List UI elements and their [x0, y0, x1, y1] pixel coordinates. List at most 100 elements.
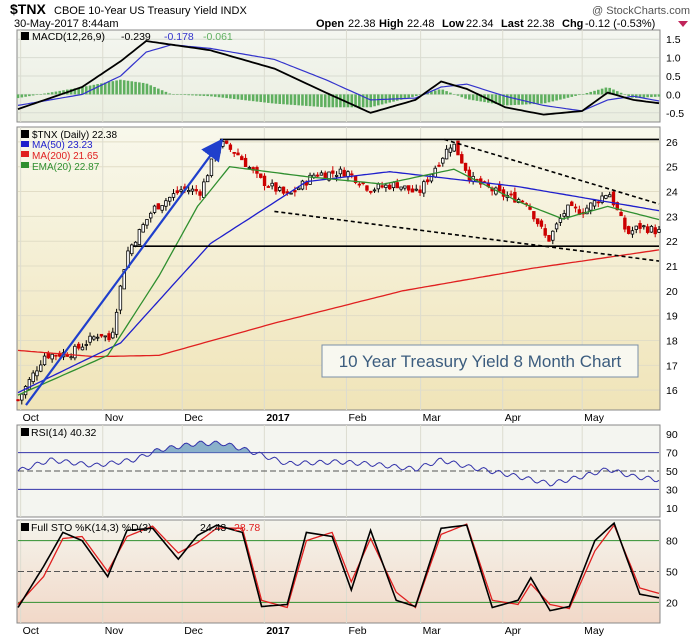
- price-candle: [133, 241, 138, 247]
- macd-hist-bar: [646, 94, 649, 98]
- rsi-ytick: 50: [666, 466, 678, 478]
- price-candle: [31, 372, 35, 383]
- price-candle: [444, 148, 449, 160]
- price-candle: [429, 173, 434, 182]
- price-candle: [16, 399, 20, 402]
- price-ytick: 26: [666, 137, 678, 149]
- macd-hist-bar: [259, 94, 263, 103]
- x-axis-month-label: May: [584, 625, 605, 637]
- price-candle: [114, 311, 119, 335]
- macd-hist-bar: [58, 90, 62, 95]
- quote-bar: Open 22.38 High 22.48 Low 22.34 Last 22.…: [316, 18, 688, 30]
- macd-hist-bar: [301, 94, 304, 106]
- macd-hist-bar: [460, 94, 464, 98]
- macd-hist-bar: [566, 94, 570, 98]
- price-label: $TNX (Daily) 22.38: [32, 130, 117, 141]
- macd-hist-bar: [134, 81, 137, 95]
- macd-hist-bar: [449, 92, 452, 95]
- price-candle: [532, 211, 536, 220]
- macd-ytick: 1.5: [666, 34, 681, 46]
- macd-hist-bar: [198, 94, 202, 96]
- price-candle: [228, 144, 233, 150]
- macd-hist-bar: [92, 84, 96, 95]
- macd-hist-bar: [521, 94, 524, 105]
- price-ytick: 22: [666, 236, 678, 248]
- macd-hist-bar: [31, 94, 35, 96]
- annotation-text: 10 Year Treasury Yield 8 Month Chart: [339, 352, 622, 371]
- macd-hist-bar: [335, 94, 338, 108]
- price-candle: [547, 234, 551, 242]
- price-candle: [649, 225, 654, 233]
- macd-hist-bar: [528, 94, 532, 105]
- macd-value: -0.239: [121, 31, 151, 43]
- macd-hist-bar: [570, 94, 574, 97]
- rsi-legend: RSI(14) 40.32: [21, 427, 97, 439]
- macd-hist-bar: [24, 94, 27, 97]
- macd-hist-value: -0.061: [203, 31, 233, 43]
- price-candle: [73, 345, 77, 359]
- macd-hist-bar: [456, 94, 460, 96]
- price-candle: [562, 213, 566, 217]
- price-candle: [99, 333, 104, 337]
- sto-k-value: 24.43: [200, 522, 226, 534]
- price-candle: [657, 228, 661, 233]
- macd-hist-bar: [627, 94, 630, 97]
- macd-hist-bar: [581, 94, 585, 95]
- price-candle: [95, 336, 100, 339]
- macd-hist-bar: [168, 93, 172, 95]
- price-candle: [596, 201, 601, 204]
- macd-hist-bar: [172, 94, 175, 95]
- price-candle: [130, 244, 134, 255]
- macd-hist-bar: [411, 94, 414, 97]
- price-candle: [604, 195, 608, 199]
- macd-hist-bar: [418, 94, 422, 95]
- price-candle: [425, 179, 430, 183]
- watermark: @ StockCharts.com: [592, 5, 690, 17]
- sto-ytick: 20: [666, 597, 678, 609]
- price-candle: [69, 356, 73, 359]
- x-axis-month-label: Dec: [184, 412, 203, 424]
- macd-hist-bar: [468, 94, 471, 100]
- macd-hist-bar: [289, 94, 293, 105]
- down-triangle-icon: [678, 21, 688, 27]
- macd-hist-bar: [327, 94, 331, 108]
- macd-hist-bar: [593, 90, 596, 95]
- price-candle: [39, 364, 43, 372]
- macd-hist-bar: [339, 94, 342, 108]
- price-candle: [232, 151, 236, 154]
- price-candle: [243, 157, 248, 167]
- price-candle: [274, 182, 278, 192]
- price-candle: [350, 173, 354, 176]
- price-candle: [418, 189, 422, 193]
- price-candle: [236, 152, 240, 156]
- price-ytick: 21: [666, 261, 678, 273]
- macd-hist-bar: [395, 94, 399, 101]
- price-candle: [509, 193, 513, 196]
- macd-hist-bar: [532, 94, 536, 105]
- price-candle: [399, 186, 403, 190]
- macd-hist-bar: [206, 94, 209, 97]
- price-candle: [365, 185, 369, 191]
- macd-hist-bar: [84, 86, 88, 95]
- macd-hist-bar: [297, 94, 300, 106]
- price-candle: [50, 353, 54, 360]
- ema20-line: [17, 166, 660, 396]
- macd-hist-bar: [20, 94, 24, 98]
- rsi-ytick: 10: [666, 503, 678, 515]
- price-candle: [615, 202, 619, 211]
- price-candle: [384, 184, 388, 188]
- macd-hist-bar: [653, 94, 657, 97]
- macd-hist-bar: [221, 94, 225, 98]
- macd-hist-bar: [282, 94, 285, 105]
- price-candle: [240, 156, 244, 161]
- price-candle: [122, 269, 126, 290]
- price-candle: [448, 147, 453, 153]
- macd-ytick: 0.0: [666, 89, 681, 101]
- price-candle: [42, 355, 47, 366]
- price-candle: [259, 173, 263, 178]
- price-candle: [497, 184, 502, 192]
- price-candle: [308, 174, 312, 185]
- rsi-overbought-fill: [152, 441, 262, 453]
- quote-date: 30-May-2017 8:44am: [14, 18, 119, 30]
- macd-hist-bar: [141, 82, 145, 95]
